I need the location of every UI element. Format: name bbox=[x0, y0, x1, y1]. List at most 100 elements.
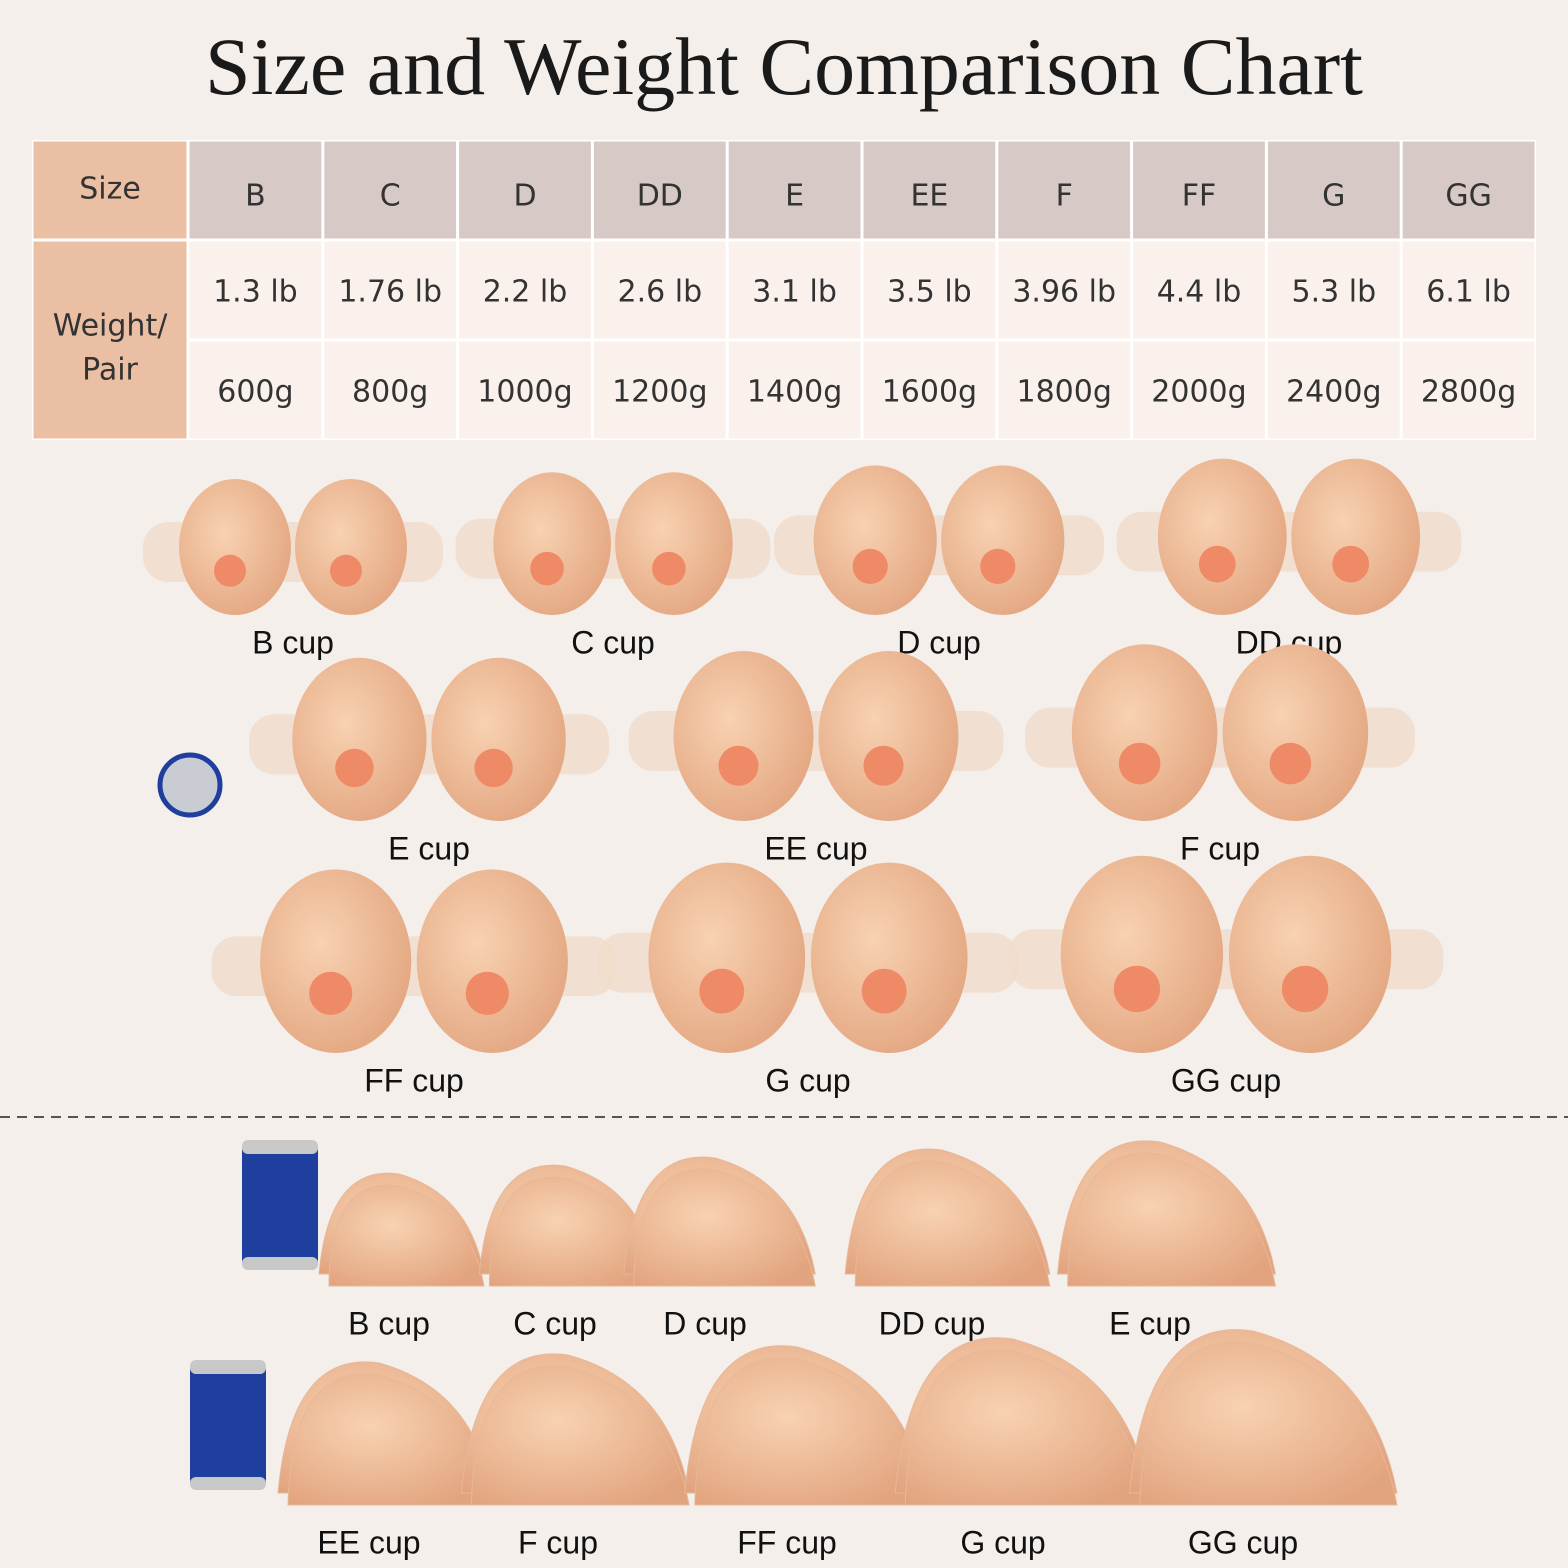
table-cell bbox=[593, 341, 726, 439]
table-cell bbox=[728, 341, 861, 439]
areola bbox=[1198, 545, 1236, 583]
areola bbox=[699, 968, 745, 1014]
table-cell bbox=[1267, 241, 1400, 339]
table-cell bbox=[998, 341, 1131, 439]
table-text: 1400g bbox=[747, 375, 842, 410]
header-cell bbox=[863, 141, 996, 239]
form bbox=[1228, 855, 1392, 1053]
areola bbox=[863, 745, 904, 786]
row-label-cell bbox=[33, 241, 187, 439]
table-text: 1800g bbox=[1017, 375, 1112, 410]
front-label: G cup bbox=[765, 1062, 850, 1098]
header-cell bbox=[728, 141, 861, 239]
side-label: FF cup bbox=[737, 1524, 837, 1560]
form bbox=[941, 465, 1065, 615]
form bbox=[648, 862, 806, 1053]
areola bbox=[1118, 742, 1161, 785]
front-label: EE cup bbox=[764, 830, 867, 866]
areola bbox=[309, 971, 353, 1015]
table-text: 3.1 lb bbox=[752, 275, 837, 310]
header-text: GG bbox=[1445, 179, 1492, 214]
areola bbox=[474, 748, 513, 788]
header-text: DD bbox=[637, 179, 683, 214]
form bbox=[1071, 644, 1218, 821]
table-cell bbox=[728, 241, 861, 339]
table-text: 3.96 lb bbox=[1012, 275, 1116, 310]
table-cell bbox=[593, 241, 726, 339]
table-cell bbox=[863, 341, 996, 439]
form bbox=[1222, 644, 1369, 821]
header-text: EE bbox=[910, 179, 948, 214]
areola bbox=[718, 745, 759, 786]
side-form bbox=[904, 1349, 1150, 1506]
table-text: 800g bbox=[352, 375, 428, 410]
front-label: GG cup bbox=[1171, 1062, 1281, 1098]
front-label: D cup bbox=[897, 624, 981, 660]
side-label: DD cup bbox=[879, 1305, 986, 1341]
table-text: 2.2 lb bbox=[483, 275, 568, 310]
areola bbox=[861, 968, 907, 1014]
side-label: EE cup bbox=[317, 1524, 420, 1560]
table-cell bbox=[1133, 341, 1265, 439]
form bbox=[673, 651, 814, 821]
side-label: GG cup bbox=[1188, 1524, 1298, 1560]
table-text: 2800g bbox=[1421, 375, 1516, 410]
side-form bbox=[470, 1365, 690, 1506]
can-top bbox=[190, 1360, 266, 1374]
areola bbox=[330, 554, 362, 587]
header-text: C bbox=[380, 179, 401, 214]
table-text: 1200g bbox=[612, 375, 707, 410]
side-form bbox=[1067, 1152, 1277, 1287]
row-label: Pair bbox=[82, 353, 138, 388]
table-text: 600g bbox=[217, 375, 293, 410]
table-cell bbox=[1133, 241, 1265, 339]
areola bbox=[980, 548, 1016, 584]
table-cell bbox=[324, 341, 457, 439]
table-cell bbox=[1402, 341, 1535, 439]
form bbox=[416, 869, 568, 1053]
table-text: 2000g bbox=[1151, 375, 1246, 410]
form bbox=[431, 657, 566, 822]
table-text: 2.6 lb bbox=[617, 275, 702, 310]
areola bbox=[1113, 965, 1161, 1013]
header-cell bbox=[998, 141, 1131, 239]
form bbox=[179, 479, 291, 615]
side-label: D cup bbox=[663, 1305, 747, 1341]
table-text: 1.76 lb bbox=[338, 275, 442, 310]
table-cell bbox=[998, 241, 1131, 339]
front-label: E cup bbox=[388, 830, 470, 866]
areola bbox=[335, 748, 374, 788]
header-text: E bbox=[785, 179, 804, 214]
areola bbox=[1269, 742, 1312, 785]
side-form bbox=[1139, 1341, 1398, 1506]
table-text: 5.3 lb bbox=[1291, 275, 1376, 310]
can bbox=[190, 1360, 266, 1490]
form bbox=[818, 651, 959, 821]
side-label: C cup bbox=[513, 1305, 597, 1341]
can bbox=[157, 752, 223, 818]
form bbox=[1291, 458, 1421, 615]
table-cell bbox=[863, 241, 996, 339]
header-cell bbox=[33, 141, 187, 239]
side-label: E cup bbox=[1109, 1305, 1191, 1341]
header-cell bbox=[1267, 141, 1400, 239]
can-top bbox=[242, 1140, 318, 1154]
header-text: B bbox=[245, 179, 266, 214]
can bbox=[242, 1140, 318, 1270]
header-text: F bbox=[1056, 179, 1073, 214]
table-cell bbox=[459, 341, 591, 439]
can-bottom bbox=[190, 1477, 266, 1490]
table-cell bbox=[324, 241, 457, 339]
side-form bbox=[854, 1160, 1051, 1287]
table-text: 3.5 lb bbox=[887, 275, 972, 310]
header-text: G bbox=[1322, 179, 1345, 214]
table-cell bbox=[1267, 341, 1400, 439]
areola bbox=[652, 551, 686, 586]
form bbox=[813, 465, 937, 615]
side-label: F cup bbox=[518, 1524, 598, 1560]
title: Size and Weight Comparison Chart bbox=[205, 21, 1363, 112]
side-form bbox=[328, 1184, 485, 1287]
can-bottom bbox=[242, 1257, 318, 1270]
form bbox=[292, 657, 427, 822]
